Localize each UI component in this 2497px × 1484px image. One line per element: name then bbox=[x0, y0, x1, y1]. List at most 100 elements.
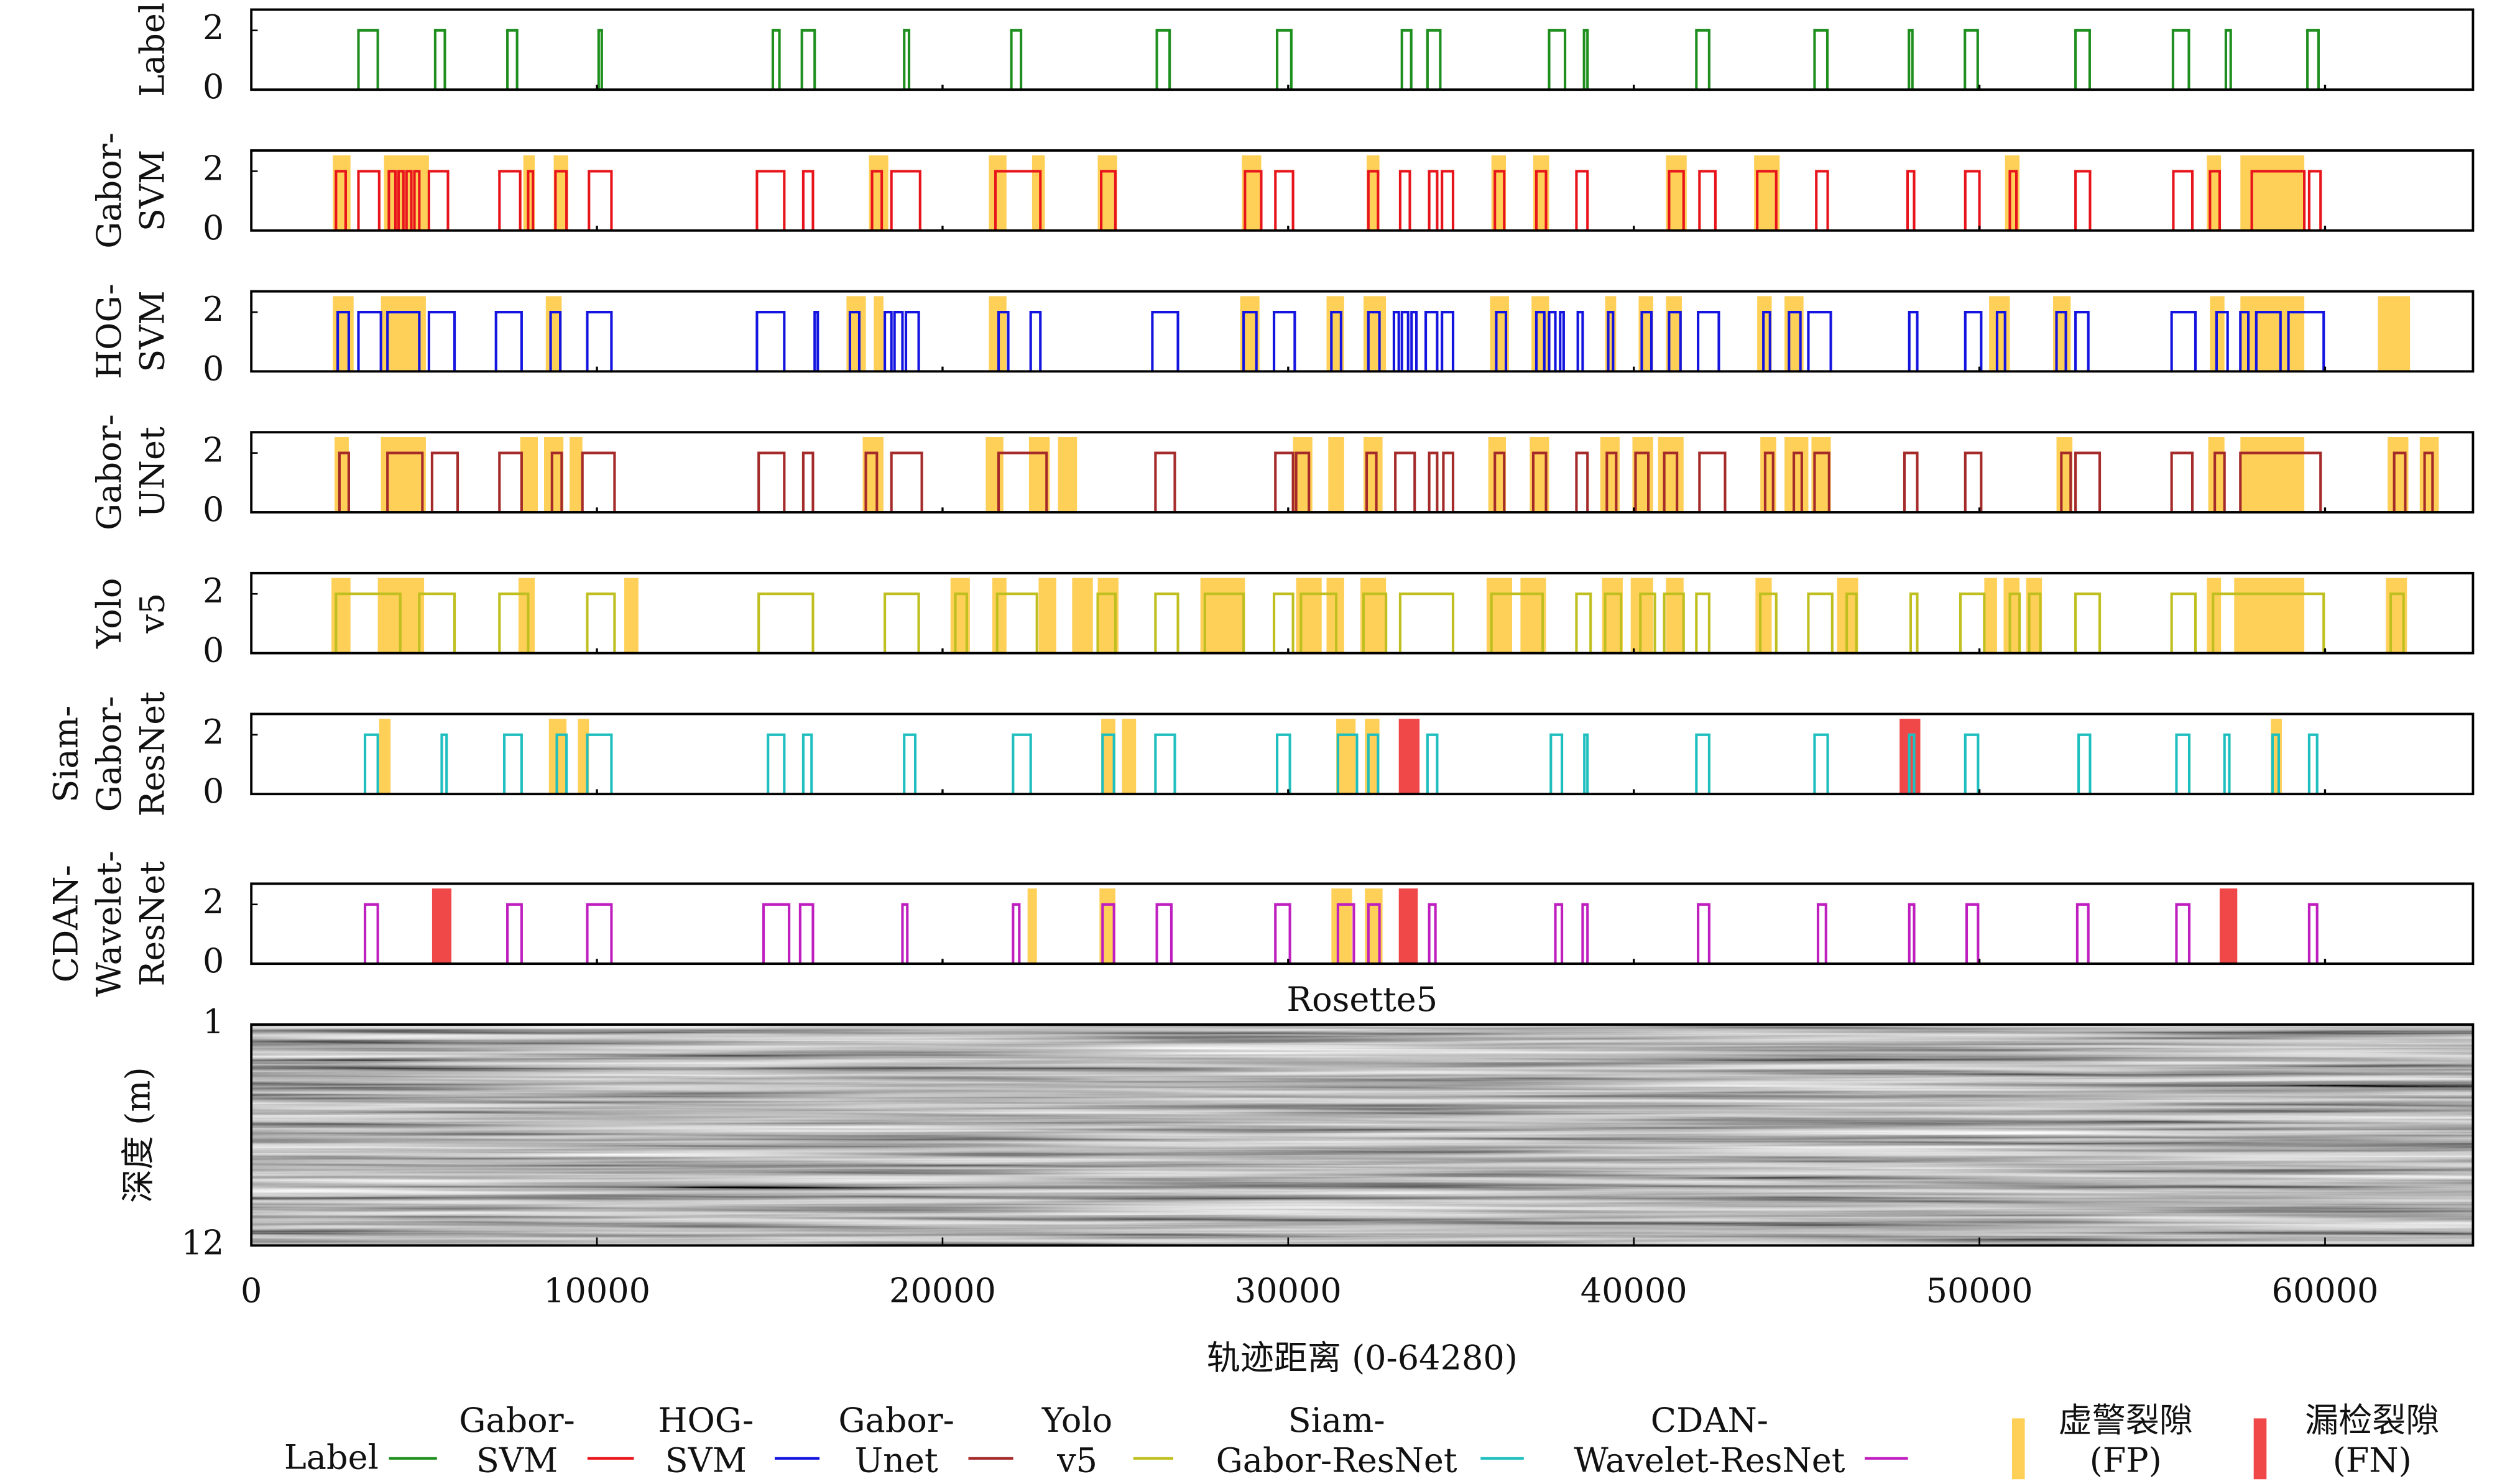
y-tick-label: 2 bbox=[203, 571, 224, 611]
depth-tick-label: 1 bbox=[203, 1002, 224, 1041]
pulse bbox=[506, 903, 523, 964]
y-tick-label: 0 bbox=[203, 349, 224, 388]
panel-label: v5 bbox=[133, 593, 172, 634]
pulse bbox=[1101, 733, 1115, 795]
fp-band bbox=[1531, 296, 1549, 372]
pulse bbox=[870, 170, 884, 231]
pulse bbox=[554, 170, 568, 231]
panel-label: CDAN- bbox=[47, 865, 86, 982]
y-tick-label: 0 bbox=[203, 772, 224, 811]
legend-label: 漏检裂隙 bbox=[2305, 1401, 2439, 1440]
pulse bbox=[2239, 310, 2250, 372]
pulse bbox=[762, 903, 791, 964]
pulse bbox=[1426, 733, 1439, 795]
pulse bbox=[1365, 451, 1378, 512]
fp-band bbox=[1367, 155, 1380, 231]
fp-band bbox=[1605, 296, 1617, 372]
pulse bbox=[1698, 451, 1727, 512]
y-tick-label: 2 bbox=[203, 290, 224, 329]
pulse bbox=[2074, 29, 2091, 90]
panel-frame bbox=[250, 712, 2475, 796]
y-tick-label: 0 bbox=[203, 67, 224, 106]
pulse bbox=[1582, 29, 1589, 90]
pulse bbox=[1203, 592, 1245, 653]
panel-frame bbox=[250, 290, 2475, 373]
pulse bbox=[1101, 903, 1115, 964]
fp-band bbox=[985, 436, 1004, 512]
pulse bbox=[427, 170, 450, 231]
pulse bbox=[1155, 903, 1173, 964]
depth-image bbox=[251, 1024, 2473, 1246]
panel-frame bbox=[250, 431, 2475, 514]
pulse bbox=[884, 310, 893, 372]
pulse bbox=[2250, 170, 2306, 231]
fp-band bbox=[1364, 296, 1387, 372]
pulse bbox=[994, 170, 1042, 231]
pulse bbox=[1362, 592, 1388, 653]
pulse bbox=[506, 29, 519, 90]
pulse bbox=[1668, 310, 1682, 372]
legend-label: HOG- bbox=[658, 1401, 754, 1440]
pulse bbox=[1029, 310, 1042, 372]
fp-band bbox=[624, 578, 639, 653]
pulse bbox=[2074, 170, 2092, 231]
y-tick-label: 0 bbox=[203, 941, 224, 980]
pulse bbox=[1908, 733, 1916, 795]
pulse bbox=[2215, 310, 2229, 372]
y-tick-label: 2 bbox=[203, 712, 224, 752]
fp-band bbox=[518, 578, 535, 653]
pulse bbox=[405, 170, 413, 231]
y-tick-label: 2 bbox=[203, 8, 224, 47]
y-tick-label: 2 bbox=[203, 882, 224, 921]
pulse bbox=[2224, 29, 2232, 90]
pulse bbox=[1495, 310, 1508, 372]
panel-label: Wavelet- bbox=[90, 850, 129, 997]
pulse bbox=[1367, 733, 1380, 795]
pulse bbox=[2389, 592, 2405, 653]
legend-label: v5 bbox=[1056, 1441, 1097, 1480]
pulse bbox=[430, 451, 459, 512]
pulse bbox=[1367, 170, 1380, 231]
pulse bbox=[503, 733, 523, 795]
pulse bbox=[1274, 170, 1295, 231]
depth-title: Rosette5 bbox=[1286, 980, 1438, 1019]
pulse bbox=[2074, 310, 2090, 372]
pulse bbox=[813, 310, 819, 372]
pulse bbox=[1845, 592, 1858, 653]
pulse bbox=[954, 592, 968, 653]
y-tick-label: 0 bbox=[203, 208, 224, 247]
fp-band bbox=[1989, 296, 2010, 372]
legend-label: SVM bbox=[665, 1441, 747, 1480]
pulse bbox=[1807, 592, 1834, 653]
legend-label: 虚警裂隙 bbox=[2059, 1401, 2193, 1440]
pulse bbox=[1697, 310, 1720, 372]
pulse bbox=[586, 310, 613, 372]
pulse bbox=[1559, 310, 1565, 372]
pulse bbox=[798, 903, 815, 964]
fp-band bbox=[989, 155, 1007, 231]
pulse bbox=[581, 451, 616, 512]
pulse bbox=[848, 310, 861, 372]
fp-band bbox=[2240, 296, 2305, 372]
pulse bbox=[1548, 29, 1567, 90]
pulse bbox=[2008, 592, 2021, 653]
panel-label: ResNet bbox=[133, 691, 172, 817]
fp-band bbox=[1658, 436, 1684, 512]
pulse bbox=[2028, 592, 2042, 653]
pulse bbox=[1554, 903, 1564, 964]
pulse bbox=[1575, 451, 1589, 512]
pulse bbox=[1535, 170, 1548, 231]
panel-label: Yolo bbox=[90, 578, 129, 649]
pulse bbox=[1272, 592, 1295, 653]
pulse bbox=[1490, 592, 1544, 653]
pulse bbox=[2287, 310, 2325, 372]
pulse bbox=[2008, 170, 2018, 231]
fp-band bbox=[333, 296, 354, 372]
pulse bbox=[2306, 29, 2320, 90]
pulse bbox=[1815, 170, 1829, 231]
pulse bbox=[1756, 170, 1778, 231]
pulse bbox=[336, 310, 350, 372]
panel-label: Gabor- bbox=[90, 696, 129, 812]
pulse bbox=[1964, 733, 1980, 795]
